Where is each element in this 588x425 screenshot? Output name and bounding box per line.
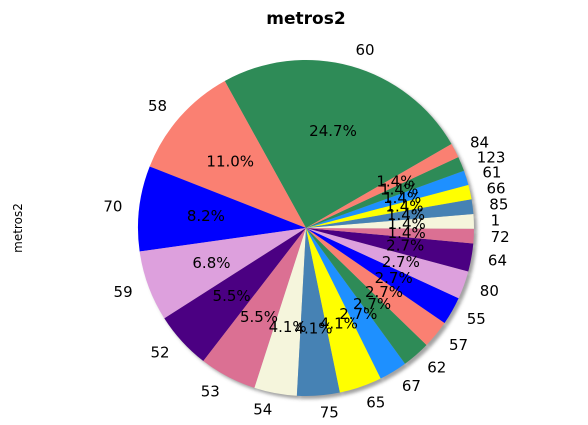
pie-percent-label: 2.7% (382, 253, 420, 271)
pie-slice-75 (296, 228, 340, 396)
pie-percent-label: 2.7% (386, 237, 424, 255)
pie-slice-72 (306, 228, 474, 244)
pie-category-label: 58 (148, 97, 167, 115)
pie-slice-61 (306, 170, 469, 228)
pie-slice-85 (306, 199, 474, 228)
pie-percent-label: 1.4% (383, 189, 421, 207)
pie-slice-64 (306, 228, 474, 272)
pie-slice-70 (137, 166, 306, 252)
pie-percent-label: 8.2% (187, 207, 225, 225)
pie-category-label: 65 (366, 394, 385, 412)
pie-percent-label: 6.8% (192, 254, 230, 272)
pie-slices (137, 60, 474, 396)
pie-percent-label: 24.7% (309, 122, 357, 140)
pie-slice-55 (306, 228, 459, 324)
pie-slice-53 (203, 228, 306, 388)
pie-percent-label: 1.4% (388, 224, 426, 242)
pie-category-label: 123 (477, 148, 506, 166)
pie-category-label: 54 (253, 401, 272, 419)
pie-category-label: 84 (470, 134, 489, 152)
pie-category-label: 64 (488, 252, 507, 270)
pie-percent-label: 2.7% (365, 283, 403, 301)
pie-slice-1 (306, 213, 474, 229)
pie-percent-label: 5.5% (240, 308, 278, 326)
pie-category-label: 55 (467, 310, 486, 328)
pie-category-label: 67 (402, 377, 421, 395)
pie-percent-label: 2.7% (375, 269, 413, 287)
pie-category-label: 70 (103, 197, 122, 215)
pie-slice-57 (306, 228, 445, 346)
pie-percent-label: 1.4% (388, 215, 426, 233)
pie-category-label: 60 (356, 41, 375, 59)
pie-percent-label: 1.4% (380, 181, 418, 199)
pie-category-label: 80 (480, 282, 499, 300)
pie-slice-123 (306, 157, 464, 228)
pie-percent-labels: 24.7%11.0%8.2%6.8%5.5%5.5%4.1%4.1%4.1%2.… (187, 122, 426, 338)
pie-slice-58 (149, 80, 306, 228)
pie-slice-62 (306, 228, 427, 364)
pie-slice-59 (139, 228, 306, 319)
pie-category-label: 57 (449, 336, 468, 354)
pie-percent-label: 1.4% (385, 197, 423, 215)
pie-percent-label: 4.1% (320, 314, 358, 332)
pie-slice-66 (306, 184, 472, 228)
pie-percent-label: 5.5% (213, 287, 251, 305)
pie-percent-label: 1.4% (387, 206, 425, 224)
pie-slice-84 (306, 144, 459, 228)
pie-category-label: 52 (150, 344, 169, 362)
pie-category-label: 62 (427, 359, 446, 377)
pie-category-label: 85 (489, 195, 508, 213)
pie-category-label: 53 (201, 383, 220, 401)
pie-category-label: 66 (487, 179, 506, 197)
pie-category-label: 75 (320, 403, 339, 421)
pie-category-label: 1 (491, 212, 501, 230)
pie-slice-67 (306, 228, 406, 379)
pie-percent-label: 2.7% (353, 295, 391, 313)
pie-percent-label: 11.0% (206, 152, 254, 170)
chart-title: metros2 (266, 9, 345, 29)
y-axis-label: metros2 (11, 203, 25, 253)
pie-category-label: 72 (491, 228, 510, 246)
pie-percent-label: 1.4% (376, 172, 414, 190)
pie-slice-65 (306, 228, 381, 393)
pie-percent-label: 4.1% (294, 320, 332, 338)
pie-percent-label: 2.7% (339, 305, 377, 323)
pie-slice-52 (164, 228, 306, 361)
pie-slice-54 (254, 228, 306, 396)
pie-slice-60 (224, 60, 452, 228)
pie-slice-80 (306, 228, 469, 299)
pie-category-label: 61 (482, 164, 501, 182)
pie-category-label: 59 (114, 283, 133, 301)
pie-percent-label: 4.1% (269, 318, 307, 336)
